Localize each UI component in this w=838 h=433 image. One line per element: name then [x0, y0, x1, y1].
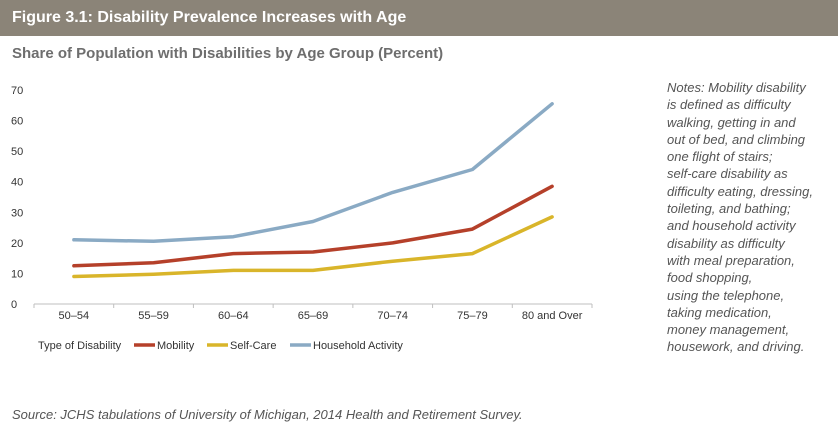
notes-line: self-care disability as — [667, 166, 788, 182]
x-tick-label: 75–79 — [457, 310, 488, 322]
notes-line: toileting, and bathing; — [667, 201, 791, 217]
y-tick-label: 40 — [11, 177, 23, 189]
legend-label: Self-Care — [230, 340, 276, 352]
y-tick-label: 20 — [11, 238, 23, 250]
x-tick-label: 55–59 — [138, 310, 169, 322]
legend-title: Type of Disability — [38, 340, 122, 352]
notes-line: with meal preparation, — [667, 252, 795, 268]
notes-line: and household activity — [667, 218, 796, 234]
figure-title: Figure 3.1: Disability Prevalence Increa… — [12, 9, 407, 26]
notes-text: Notes: Mobility disability is defined as … — [667, 79, 835, 356]
notes-line: is defined as difficulty — [667, 97, 791, 113]
x-tick-label: 60–64 — [218, 310, 249, 322]
notes-line: difficulty eating, dressing, — [667, 183, 813, 199]
y-tick-label: 10 — [11, 268, 23, 280]
notes-line: money management, — [667, 322, 790, 338]
legend-label: Household Activity — [313, 340, 403, 352]
x-tick-label: 80 and Over — [522, 310, 583, 322]
series-line-household-activity — [72, 102, 554, 244]
notes-line: one flight of stairs; — [667, 149, 773, 165]
figure-header-bar: Figure 3.1: Disability Prevalence Increa… — [0, 0, 838, 36]
chart-title: Share of Population with Disabilities by… — [12, 45, 444, 62]
source-note: Source: JCHS tabulations of University o… — [12, 407, 523, 422]
series-line-self-care — [72, 215, 554, 279]
y-tick-label: 30 — [11, 207, 23, 219]
series-line-mobility — [72, 184, 554, 268]
x-tick-label: 50–54 — [59, 310, 90, 322]
x-tick-label: 70–74 — [377, 310, 408, 322]
y-tick-label: 60 — [11, 116, 23, 128]
notes-line: using the telephone, — [667, 287, 785, 303]
y-tick-label: 50 — [11, 146, 23, 158]
y-tick-label: 70 — [11, 85, 23, 97]
y-tick-label: 0 — [11, 299, 17, 311]
notes-line: walking, getting in and — [667, 114, 796, 130]
notes-line: disability as difficulty — [667, 235, 785, 251]
legend-label: Mobility — [157, 340, 195, 352]
notes-line: out of bed, and climbing — [667, 131, 806, 147]
notes-line: housework, and driving. — [667, 339, 805, 355]
x-tick-label: 65–69 — [298, 310, 329, 322]
notes-line: taking medication, — [667, 304, 772, 320]
notes-line: Notes: Mobility disability — [667, 80, 806, 95]
notes-line: food shopping, — [667, 270, 753, 286]
